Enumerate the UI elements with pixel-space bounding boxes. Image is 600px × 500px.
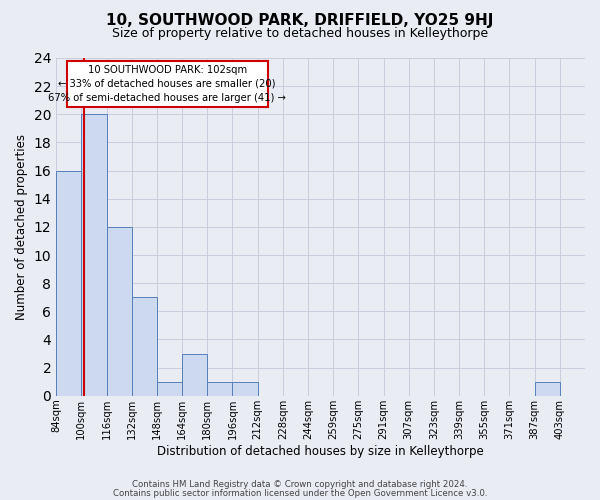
Bar [157,382,182,396]
Text: 10, SOUTHWOOD PARK, DRIFFIELD, YO25 9HJ: 10, SOUTHWOOD PARK, DRIFFIELD, YO25 9HJ [106,12,494,28]
Text: 10 SOUTHWOOD PARK: 102sqm: 10 SOUTHWOOD PARK: 102sqm [88,65,247,75]
Bar [56,170,82,396]
Bar [182,354,207,396]
Text: Contains HM Land Registry data © Crown copyright and database right 2024.: Contains HM Land Registry data © Crown c… [132,480,468,489]
Text: Size of property relative to detached houses in Kelleythorpe: Size of property relative to detached ho… [112,28,488,40]
Bar [535,382,560,396]
Text: 67% of semi-detached houses are larger (41) →: 67% of semi-detached houses are larger (… [48,93,286,103]
Bar [207,382,232,396]
Y-axis label: Number of detached properties: Number of detached properties [15,134,28,320]
Text: Contains public sector information licensed under the Open Government Licence v3: Contains public sector information licen… [113,489,487,498]
Bar [107,227,132,396]
Bar [232,382,257,396]
Bar [82,114,107,396]
FancyBboxPatch shape [67,62,268,107]
Bar [132,298,157,396]
Text: ← 33% of detached houses are smaller (20): ← 33% of detached houses are smaller (20… [58,79,276,89]
X-axis label: Distribution of detached houses by size in Kelleythorpe: Distribution of detached houses by size … [157,444,484,458]
